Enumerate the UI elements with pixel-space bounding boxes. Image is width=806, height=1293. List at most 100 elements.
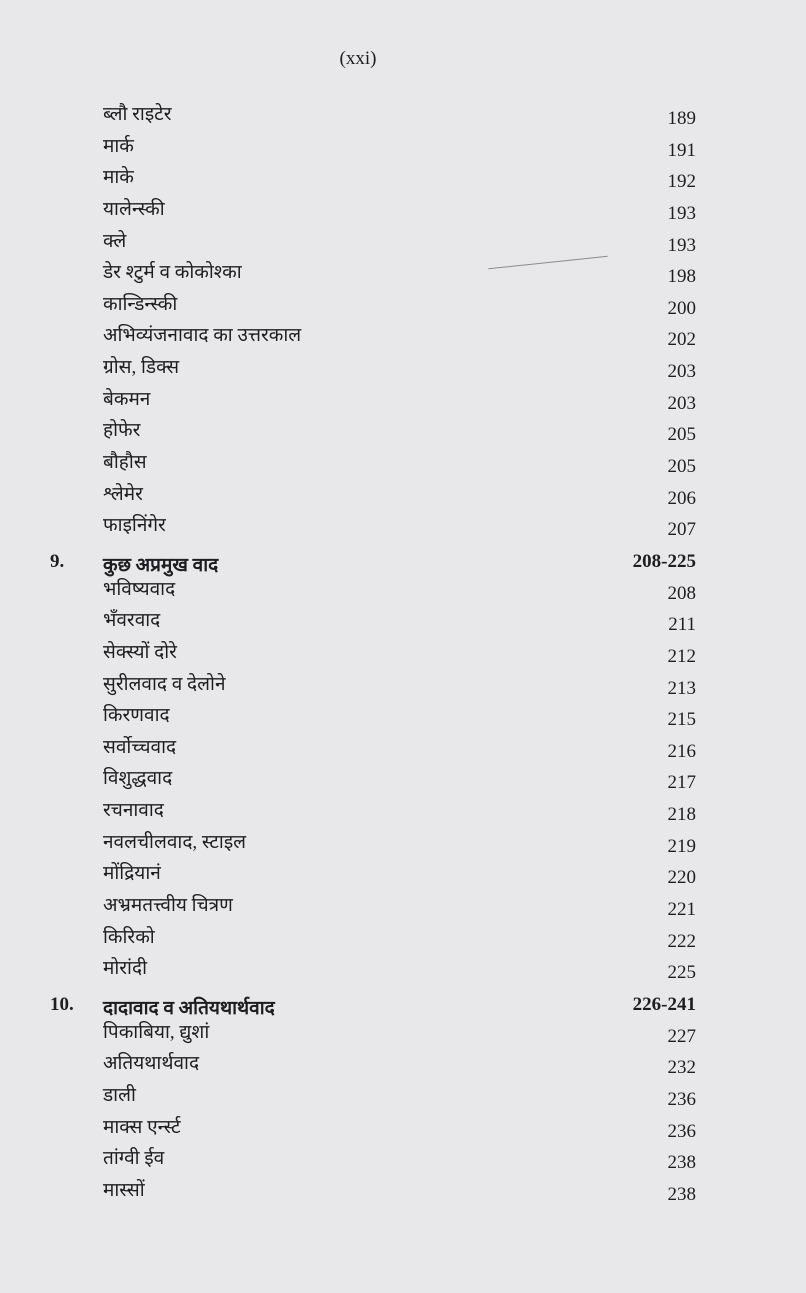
entry-page: 221	[667, 899, 697, 921]
entry-title: मोंद्रियानं	[103, 863, 161, 885]
entry-page: 222	[667, 930, 697, 952]
entry-page: 225	[667, 962, 697, 984]
toc-entry-row: डाली 236	[0, 1085, 806, 1121]
entry-title: माके	[103, 167, 134, 189]
entry-title: फाइनिंगेर	[103, 515, 166, 537]
toc-entry-row: ग्रोस, डिक्स 203	[0, 357, 806, 393]
entry-title: डाली	[103, 1084, 136, 1106]
toc-entry-row: यालेन्स्की 193	[0, 199, 806, 235]
entry-title: सर्वोच्चवाद	[103, 736, 177, 758]
toc-chapter-row: 10. दादावाद व अतियथार्थवाद 226-241	[0, 994, 806, 1026]
entry-page: 219	[667, 835, 697, 857]
entry-page: 217	[667, 772, 697, 794]
toc-entry-row: कान्डिन्स्की 200	[0, 294, 806, 330]
entry-title: मास्सों	[103, 1179, 145, 1201]
entry-title: अभ्रमतत्त्वीय चित्रण	[103, 895, 233, 917]
entry-title: रचनावाद	[103, 800, 164, 822]
table-of-contents: ब्लौ राइटेर 189 मार्क 191 माके 192 यालेन्स्की 1…	[0, 104, 806, 1216]
entry-title: विशुद्धवाद	[103, 768, 173, 790]
entry-page: 218	[667, 804, 697, 826]
toc-entry-row: पिकाबिया, द्युशां 227	[0, 1022, 806, 1058]
entry-number: 10.	[50, 993, 74, 1015]
toc-entry-row: भविष्यवाद 208	[0, 579, 806, 615]
toc-entry-row: विशुद्धवाद 217	[0, 768, 806, 804]
entry-title: भविष्यवाद	[103, 578, 176, 600]
entry-title: यालेन्स्की	[103, 198, 165, 220]
entry-title: माक्स एर्न्स्ट	[103, 1116, 181, 1138]
entry-title: डेर श्टुर्म व कोकोश्का	[103, 262, 242, 284]
entry-title: ग्रोस, डिक्स	[103, 357, 180, 379]
entry-page: 200	[667, 297, 697, 319]
toc-entry-row: डेर श्टुर्म व कोकोश्का 198	[0, 262, 806, 298]
toc-entry-row: भँवरवाद 211	[0, 610, 806, 646]
toc-entry-row: मार्क 191	[0, 136, 806, 172]
toc-entry-row: किरिको 222	[0, 927, 806, 963]
toc-entry-row: ब्लौ राइटेर 189	[0, 104, 806, 140]
toc-entry-row: सुरीलवाद व देलोने 213	[0, 674, 806, 710]
toc-entry-row: अभिव्यंजनावाद का उत्तरकाल 202	[0, 325, 806, 361]
entry-title: किरणवाद	[103, 705, 170, 727]
toc-entry-row: तांग्वी ईव 238	[0, 1148, 806, 1184]
entry-page: 198	[667, 266, 697, 288]
toc-entry-row: क्ले 193	[0, 231, 806, 267]
toc-entry-row: नवलचीलवाद, स्टाइल 219	[0, 832, 806, 868]
entry-page: 213	[667, 677, 697, 699]
entry-title: सुरीलवाद व देलोने	[103, 673, 226, 695]
entry-title: बेकमन	[103, 388, 151, 410]
toc-entry-row: बौहौस 205	[0, 452, 806, 488]
entry-title: श्लेमेर	[103, 483, 143, 505]
toc-entry-row: माक्स एर्न्स्ट 236	[0, 1117, 806, 1153]
toc-entry-row: बेकमन 203	[0, 389, 806, 425]
entry-page: 208	[667, 582, 697, 604]
entry-page: 207	[667, 519, 697, 541]
entry-number: 9.	[50, 550, 65, 572]
toc-entry-row: सेक्स्यों दोरे 212	[0, 642, 806, 678]
entry-page: 193	[667, 234, 697, 256]
toc-entry-row: मोरांदी 225	[0, 958, 806, 994]
toc-entry-row: अभ्रमतत्त्वीय चित्रण 221	[0, 895, 806, 931]
entry-page: 208-225	[632, 550, 696, 572]
entry-page: 216	[667, 740, 697, 762]
entry-page: 189	[667, 108, 697, 129]
entry-page: 202	[667, 329, 697, 351]
toc-entry-row: माके 192	[0, 167, 806, 203]
entry-page: 191	[667, 139, 697, 161]
toc-entry-row: रचनावाद 218	[0, 800, 806, 836]
entry-page: 236	[667, 1088, 697, 1110]
entry-page: 193	[667, 202, 697, 224]
entry-page: 232	[667, 1057, 697, 1079]
entry-title: दादावाद व अतियथार्थवाद	[103, 997, 275, 1019]
entry-page: 215	[667, 709, 697, 731]
toc-entry-row: सर्वोच्चवाद 216	[0, 737, 806, 773]
entry-title: अतियथार्थवाद	[103, 1053, 200, 1075]
toc-entry-row: श्लेमेर 206	[0, 484, 806, 520]
entry-page: 205	[667, 424, 697, 446]
entry-title: किरिको	[103, 926, 155, 948]
entry-title: पिकाबिया, द्युशां	[103, 1021, 210, 1043]
entry-page: 203	[667, 392, 697, 414]
page-number-roman: (xxi)	[339, 48, 377, 69]
entry-page: 203	[667, 361, 697, 383]
entry-page: 206	[667, 487, 697, 509]
entry-page: 220	[667, 867, 697, 889]
toc-entry-row: अतियथार्थवाद 232	[0, 1053, 806, 1089]
toc-entry-row: किरणवाद 215	[0, 705, 806, 741]
entry-page: 226-241	[632, 993, 696, 1015]
toc-entry-row: मोंद्रियानं 220	[0, 863, 806, 899]
entry-title: मार्क	[103, 135, 134, 157]
entry-title: नवलचीलवाद, स्टाइल	[103, 831, 247, 853]
entry-page: 238	[667, 1183, 697, 1205]
toc-entry-row: मास्सों 238	[0, 1180, 806, 1216]
toc-chapter-row: 9. कुछ अप्रमुख वाद 208-225	[0, 551, 806, 583]
entry-page: 192	[667, 171, 697, 193]
entry-page: 236	[667, 1120, 697, 1142]
entry-title: बौहौस	[103, 452, 147, 474]
entry-title: कान्डिन्स्की	[103, 293, 178, 315]
toc-entry-row: फाइनिंगेर 207	[0, 515, 806, 551]
entry-title: मोरांदी	[103, 958, 147, 980]
entry-page: 227	[667, 1025, 697, 1047]
entry-title: अभिव्यंजनावाद का उत्तरकाल	[103, 325, 302, 347]
toc-entry-row: होफेर 205	[0, 420, 806, 456]
entry-page: 211	[668, 614, 696, 636]
entry-title: भँवरवाद	[103, 610, 161, 632]
